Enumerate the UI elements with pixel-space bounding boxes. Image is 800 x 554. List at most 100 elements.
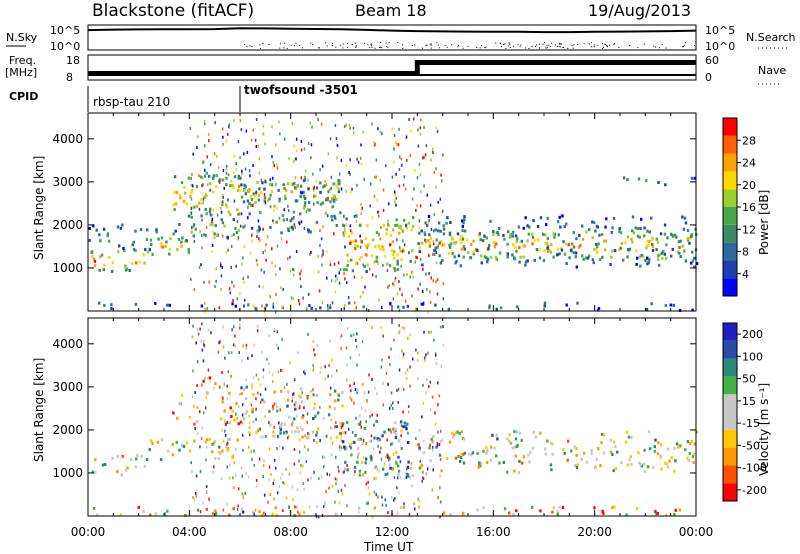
velocity-cell: [280, 423, 282, 427]
power-cell: [521, 244, 525, 248]
nsearch-point: [438, 47, 440, 49]
colorbar-tick-label: 15: [742, 395, 756, 408]
velocity-cell: [688, 442, 692, 445]
power-cell: [254, 193, 257, 197]
nsearch-point: [503, 44, 505, 46]
power-cell: [385, 164, 387, 168]
velocity-cell: [628, 458, 631, 462]
velocity-cell: [405, 476, 408, 479]
power-cell: [259, 239, 261, 243]
velocity-cell: [429, 459, 432, 463]
power-cell: [333, 232, 335, 236]
power-cell: [441, 259, 444, 262]
velocity-cell: [422, 401, 425, 405]
power-cell: [233, 233, 235, 236]
power-cell: [588, 228, 591, 232]
power-cell: [327, 198, 329, 202]
velocity-cell: [394, 427, 397, 431]
velocity-cell: [200, 437, 203, 441]
power-cell: [556, 247, 560, 251]
velocity-cell: [269, 493, 271, 496]
velocity-cell: [551, 452, 554, 456]
velocity-cell: [359, 437, 362, 441]
y-tick-label: 3000: [52, 380, 83, 394]
velocity-cell: [365, 482, 368, 486]
velocity-cell: [361, 339, 364, 343]
velocity-cell: [241, 433, 244, 437]
power-cell: [250, 198, 254, 201]
power-cell: [227, 198, 229, 202]
velocity-cell: [255, 407, 257, 411]
velocity-cell: [627, 435, 631, 439]
velocity-cell: [333, 407, 337, 411]
power-cell: [411, 294, 413, 298]
power-cell: [319, 229, 321, 233]
velocity-cell: [376, 392, 378, 396]
power-cell: [90, 250, 93, 254]
power-cell: [457, 254, 461, 258]
power-cell: [401, 293, 403, 297]
nsearch-point: [538, 43, 540, 45]
velocity-cell: [232, 476, 234, 480]
velocity-cell: [241, 510, 244, 514]
velocity-cell: [432, 440, 434, 444]
velocity-cell: [232, 486, 234, 490]
power-cell: [231, 280, 233, 284]
velocity-cell: [367, 480, 369, 484]
velocity-cell: [201, 383, 203, 387]
velocity-cell: [609, 438, 613, 442]
power-cell: [243, 183, 246, 187]
velocity-cell: [404, 425, 408, 429]
power-cell: [546, 237, 549, 241]
nsearch-point: [444, 45, 446, 47]
power-cell: [264, 201, 267, 205]
power-cell: [173, 208, 176, 211]
power-cell: [678, 251, 681, 255]
power-cell: [227, 132, 229, 136]
power-cell: [352, 239, 355, 243]
power-cell: [670, 254, 673, 258]
velocity-cell: [341, 424, 344, 428]
velocity-cell: [242, 387, 246, 391]
power-cell: [442, 153, 444, 157]
power-cell: [255, 145, 258, 148]
velocity-cell: [406, 474, 409, 478]
velocity-cell: [234, 344, 237, 348]
velocity-cell: [226, 448, 229, 452]
nsearch-point: [495, 42, 497, 44]
nsearch-point: [684, 42, 686, 44]
velocity-cell: [385, 371, 388, 375]
velocity-cell: [250, 450, 252, 454]
power-cell: [305, 210, 308, 214]
power-cell: [131, 243, 134, 247]
velocity-cell: [248, 426, 251, 430]
power-cell: [512, 243, 515, 247]
power-cell: [399, 224, 402, 228]
velocity-cell: [400, 434, 402, 438]
nave-label: Nave: [758, 64, 786, 77]
power-cell: [397, 305, 400, 309]
velocity-cell: [273, 430, 275, 434]
velocity-cell: [614, 467, 617, 470]
nsearch-point: [331, 45, 333, 47]
velocity-cell: [394, 436, 398, 440]
velocity-cell: [528, 460, 531, 464]
power-cell: [464, 229, 467, 233]
power-cell: [239, 119, 242, 123]
power-cell: [327, 307, 329, 311]
velocity-cell: [346, 468, 349, 472]
velocity-cell: [251, 410, 254, 414]
velocity-cell: [263, 493, 266, 497]
velocity-cell: [398, 329, 401, 333]
power-cell: [249, 194, 253, 198]
power-cell: [220, 288, 222, 291]
nsearch-point: [457, 46, 459, 48]
power-cell: [229, 291, 232, 295]
power-cell: [381, 132, 383, 136]
power-cell: [470, 243, 473, 246]
velocity-cell: [312, 339, 315, 343]
velocity-cell: [293, 392, 295, 396]
nsearch-point: [545, 47, 547, 49]
power-cell: [235, 168, 237, 172]
power-cell: [439, 197, 442, 201]
